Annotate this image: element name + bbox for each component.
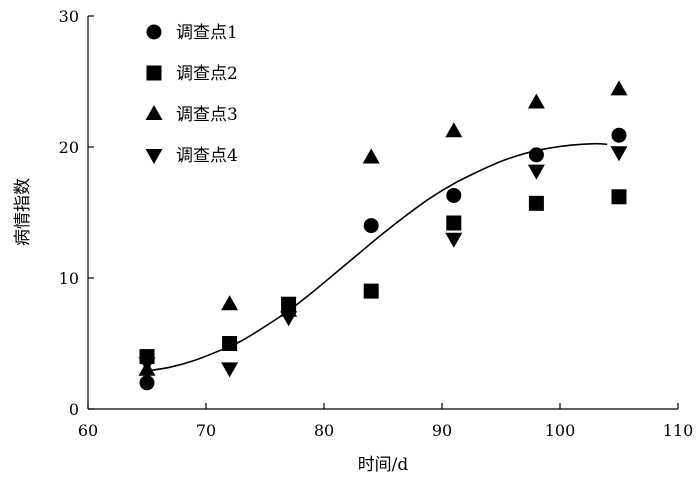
series-1-point (528, 147, 544, 163)
series-4-point (445, 232, 463, 248)
series-4-point (610, 146, 628, 162)
legend-marker-3 (145, 105, 163, 120)
data-points-layer (138, 80, 628, 391)
series-4-point (280, 311, 298, 327)
x-tick-label: 110 (663, 421, 694, 440)
x-tick-label: 60 (78, 421, 98, 440)
series-2-point (446, 215, 462, 231)
legend-label-2: 调查点2 (176, 64, 238, 84)
series-4-point (138, 357, 156, 373)
y-tick-label: 30 (59, 7, 79, 26)
x-tick-label: 70 (196, 421, 216, 440)
legend: 调查点1 调查点2 调查点3 调查点4 (145, 23, 238, 166)
series-2-point (222, 336, 238, 351)
legend-marker-2 (146, 65, 162, 81)
legend-marker-1 (146, 24, 162, 40)
series-1-point (611, 127, 627, 143)
series-1-point (446, 187, 462, 203)
fitted-curve-layer (146, 142, 608, 372)
series-2-point (363, 283, 379, 299)
series-4-point (221, 362, 239, 378)
x-axis-label: 时间/d (358, 455, 409, 475)
x-tick-label: 90 (432, 421, 452, 440)
y-tick-label: 0 (69, 400, 79, 419)
y-tick-label: 20 (59, 138, 79, 157)
series-3-point (610, 80, 628, 96)
series-3-point (362, 148, 380, 164)
x-tick-label: 100 (545, 421, 576, 440)
series-3-point (527, 93, 545, 109)
series-3-point (445, 122, 463, 138)
y-axis-label: 病情指数 (13, 178, 33, 246)
legend-label-1: 调查点1 (176, 23, 238, 43)
series-2-point (528, 195, 544, 211)
series-1-point (139, 375, 155, 391)
series-2-point (611, 189, 627, 205)
x-tick-label: 80 (314, 421, 334, 440)
legend-label-3: 调查点3 (176, 105, 238, 125)
legend-marker-4 (145, 149, 163, 164)
series-1-point (363, 218, 379, 234)
axes: 60 70 80 90 100 110 0 10 20 30 (59, 7, 694, 440)
legend-label-4: 调查点4 (176, 146, 238, 166)
series-4-point (527, 164, 545, 180)
series-3-point (221, 295, 239, 311)
y-tick-label: 10 (59, 269, 79, 288)
fitted-curve (146, 142, 608, 372)
